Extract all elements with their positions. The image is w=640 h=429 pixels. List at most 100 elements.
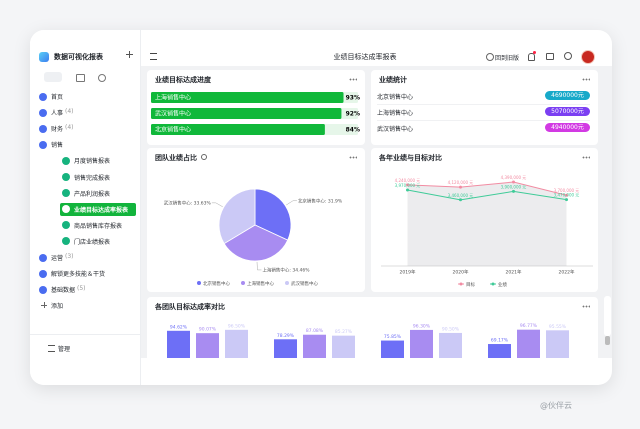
progress-card: 业绩目标达成进度 上海销售中心 93% 武汉销售中心 92% 北京销售中心 84% [147,70,365,145]
sidebar: 数据可视化报表 首页 人事 (4) 财务 (4) 销售 月度销售报表 销售完成报表 产品利润报表… [30,30,141,385]
bar [151,108,342,119]
bar [381,340,404,358]
user-avatar[interactable] [581,50,595,64]
legend-swatch [459,282,463,286]
value-label: 93% [346,95,360,102]
nav-icon [39,285,47,294]
nav-count: (4) [65,124,74,132]
bar-label: 武汉销售中心 [155,110,191,118]
data-label: 上海销售中心: 34.46% [262,266,310,273]
nav-item[interactable]: 销售 [51,142,64,150]
nav-count: (4) [65,108,74,116]
point [406,188,409,192]
legend-label: 北京销售中心 [203,280,230,287]
menu-toggle[interactable] [150,53,157,60]
line-card: 各年业绩与目标对比 2019年 2020年 2021年 2022年 4,240,000 … [371,148,598,292]
data-label: 69.17% [491,338,509,344]
nav-icon [62,173,70,181]
app-logo [39,52,49,62]
nav-item[interactable]: 产品利润报表 [74,190,111,198]
stat-value: 4690000元 [545,91,590,100]
notification-dot [533,51,536,54]
info-icon[interactable] [201,154,207,160]
stats-card: 业绩统计 北京销售中心 4690000元 上海销售中心 5070000元 武汉销售中心 4… [371,70,598,145]
data-label: 北京销售中心: 31.9% [298,197,343,204]
card-title: 各团队目标达成率对比 [155,303,225,311]
chart: 94.62% 90.07% 96.50% 78.29% 87.08% 85.27% 75.8… [167,323,569,358]
nav-count: (3) [65,253,74,260]
legend-swatch [197,281,201,285]
back-to-old-version[interactable]: 回到旧版 [495,55,520,62]
nav-item[interactable]: 人事 [51,110,64,118]
data-label: 96.30% [413,323,431,329]
more-button[interactable] [349,78,357,81]
nav-icon [62,221,70,230]
help-icon[interactable] [564,52,572,60]
tab-grid[interactable] [76,74,85,82]
data-label: 3,700,000 元 [554,188,580,193]
tab-home[interactable] [44,72,62,82]
nav-icon [39,108,47,117]
bar [517,329,540,358]
nav-item[interactable]: 月度销售报表 [74,158,111,166]
legend-label: 武汉销售中心 [291,280,318,287]
add-icon [41,302,47,309]
data-label: 75.85% [384,334,402,340]
bar-card: 各团队目标达成率对比 94.62% 90.07% 96.50% 78.29% 87.08… [147,297,598,358]
leader-line [256,261,262,271]
stat-label: 武汉销售中心 [377,126,414,133]
nav-item[interactable]: 解锁更多技能＆干货 [51,271,106,279]
nav-item[interactable]: 业绩目标达成率报表 [74,206,129,214]
point [512,189,515,193]
bar [332,335,355,358]
watermark: @伙伴云 [540,401,572,410]
more-button[interactable] [582,156,590,159]
scroll-button[interactable] [605,336,610,345]
data-label: 85.27% [335,329,353,335]
data-label: 96.50% [228,323,246,329]
bar [488,344,511,358]
notification-icon[interactable] [528,53,535,61]
point [565,198,568,202]
leader-line [286,200,297,206]
data-label: 4,120,000 元 [448,180,474,185]
report-canvas: 业绩目标达成进度 上海销售中心 93% 武汉销售中心 92% 北京销售中心 84% 业绩统… [141,66,612,358]
side-float-panel[interactable] [604,296,611,336]
bar [439,332,462,358]
data-label: 3,470,000 元 [554,193,580,198]
pie-slice [254,188,292,241]
nav-item[interactable]: 销售完成报表 [74,174,111,182]
bar [151,92,344,103]
tab-recent[interactable] [98,74,106,82]
nav-item[interactable]: 首页 [51,94,64,101]
inbox-icon[interactable] [546,53,554,60]
point [565,193,568,197]
more-button[interactable] [582,305,590,308]
data-label: 3,900,000 元 [501,184,527,189]
nav-icon [39,124,47,133]
manage-link[interactable]: 管理 [58,346,71,353]
point [406,183,409,187]
add-app-button[interactable] [126,51,133,58]
bar [546,330,569,358]
chart: 2019年 2020年 2021年 2022年 4,240,000 元 4,120,000… [381,175,593,288]
nav-item[interactable]: 基础数据 [51,287,76,295]
divider [30,334,140,335]
row-divider [377,120,590,121]
legend-swatch [285,281,289,285]
data-label: 90.50% [442,326,460,332]
nav-item[interactable]: 运营 [51,255,64,262]
nav-item[interactable]: 门店业绩报表 [74,238,111,246]
nav: 首页 人事 (4) 财务 (4) 销售 月度销售报表 销售完成报表 产品利润报表 业绩目标达成率报… [30,30,140,385]
nav-icon [62,205,70,214]
more-button[interactable] [582,78,590,81]
more-button[interactable] [349,156,357,159]
value-label: 92% [346,111,360,118]
nav-item[interactable]: 财务 [51,126,64,134]
nav-count: (5) [77,285,86,293]
data-label: 87.08% [306,328,324,334]
x-tick-label: 2020年 [453,269,469,276]
nav-item[interactable]: 商品销售库存报表 [74,222,123,230]
add-link[interactable]: 添加 [51,303,64,311]
